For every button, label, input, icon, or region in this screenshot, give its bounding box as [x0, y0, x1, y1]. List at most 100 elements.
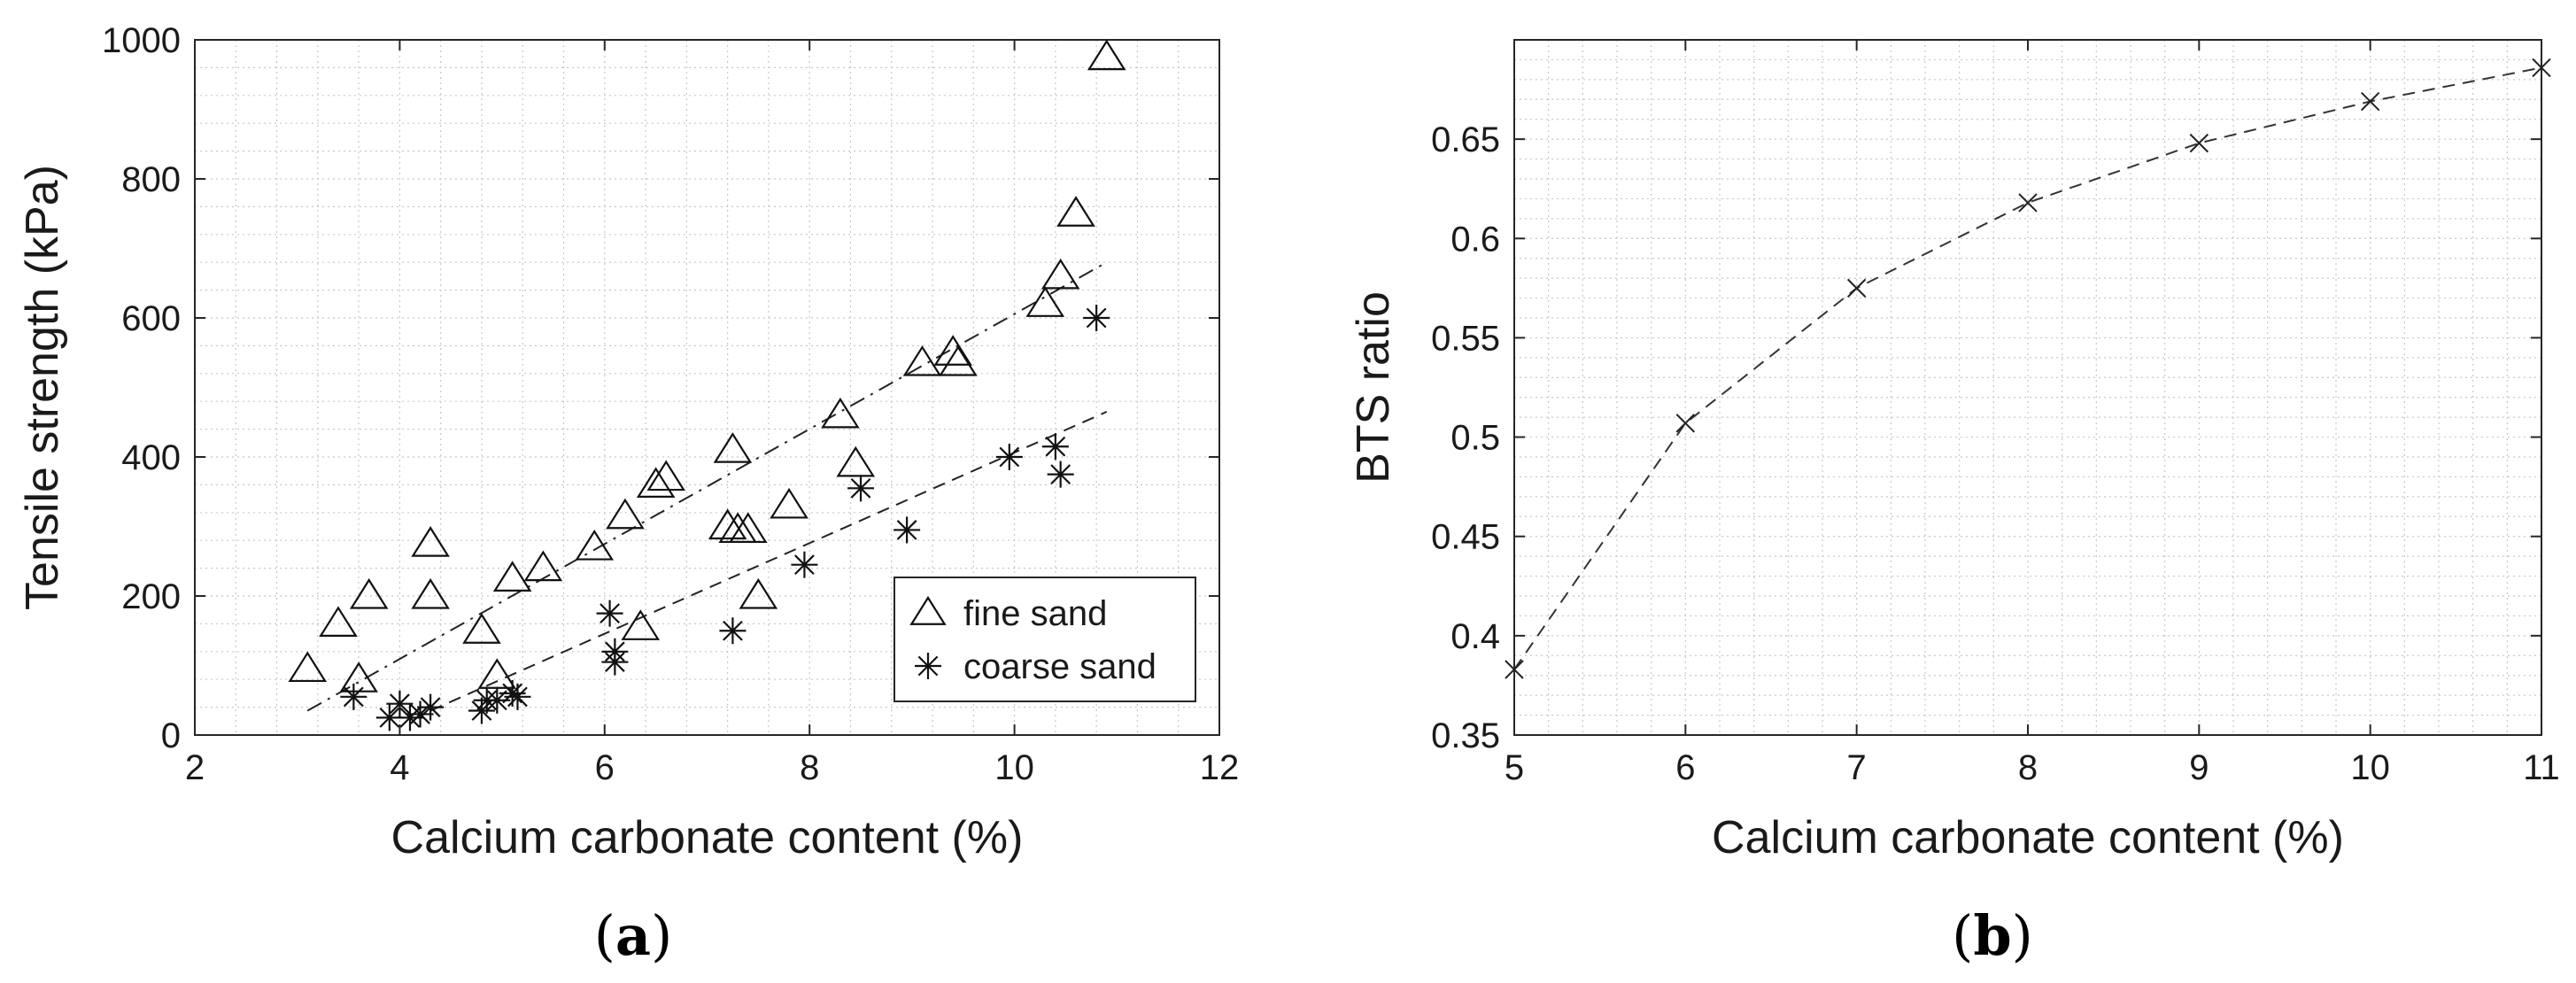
data-point — [1087, 39, 1126, 71]
data-point — [791, 551, 818, 578]
data-point — [417, 693, 445, 721]
data-point — [621, 609, 661, 640]
x-tick-label: 8 — [800, 748, 819, 787]
data-point — [411, 577, 450, 609]
data-point — [477, 658, 517, 689]
data-point — [646, 460, 686, 491]
series-coarse-sand — [340, 305, 1110, 731]
panel-label-b: (b) — [1952, 903, 2033, 968]
legend-marker-coarse-sand — [915, 653, 941, 679]
x-tick-label: 6 — [595, 748, 615, 787]
x-tick-label: 11 — [2523, 748, 2560, 787]
data-point — [411, 526, 450, 557]
data-point — [601, 648, 629, 676]
grid — [194, 39, 1220, 736]
data-point — [319, 606, 358, 638]
y-axis-label: BTS ratio — [1348, 291, 1399, 484]
trend-line-fine-sand — [306, 261, 1108, 712]
x-axis-label: Calcium carbonate content (%) — [391, 812, 1024, 863]
data-point — [836, 445, 876, 477]
plot-frame — [194, 39, 1220, 736]
data-point — [468, 697, 495, 724]
data-point — [739, 577, 778, 609]
legend: fine sand coarse sand — [893, 577, 1196, 702]
data-point — [939, 344, 978, 376]
x-tick-label: 2 — [185, 748, 205, 787]
data-point — [596, 600, 623, 627]
y-tick-label: 0.65 — [1431, 120, 1500, 159]
data-point — [1025, 286, 1065, 317]
data-point — [708, 508, 747, 540]
x-tick-label: 4 — [390, 748, 409, 787]
y-tick-label: 0.6 — [1450, 220, 1500, 259]
data-point — [719, 617, 746, 645]
chart-b-bts-ratio: 5 6 7 8 9 10 11 0.35 0.4 0.45 0.5 0.55 0.6 0.65 Calciu… — [1348, 39, 2560, 863]
y-axis-label: Tensile strength (kPa) — [17, 165, 68, 610]
data-point — [2360, 91, 2380, 112]
legend-label-fine-sand: fine sand — [963, 594, 1107, 633]
y-tick-label: 1000 — [102, 21, 181, 60]
data-point — [2018, 193, 2038, 213]
data-point — [728, 512, 768, 544]
data-point — [1041, 433, 1069, 461]
y-tick-label: 0.45 — [1431, 518, 1500, 557]
x-tick-label: 9 — [2189, 748, 2209, 787]
data-point — [386, 690, 414, 717]
data-point — [893, 516, 921, 544]
y-tick-label: 400 — [121, 438, 181, 477]
y-tick-label: 200 — [121, 577, 181, 616]
x-tick-label: 7 — [1847, 748, 1867, 787]
data-point — [1846, 278, 1867, 298]
x-tick-label: 10 — [994, 748, 1034, 787]
x-tick-label: 6 — [1675, 748, 1695, 787]
data-point — [847, 475, 875, 502]
data-point — [1056, 196, 1095, 227]
data-point — [575, 529, 615, 561]
x-tick-label: 8 — [2018, 748, 2038, 787]
data-point — [713, 432, 753, 463]
data-point — [1505, 660, 1524, 679]
y-tick-label: 0.5 — [1450, 419, 1500, 458]
series-markers — [1505, 58, 2551, 679]
y-tick-label: 0.4 — [1450, 617, 1500, 656]
x-tick-label: 12 — [1200, 748, 1240, 787]
y-tick-label: 0.55 — [1431, 319, 1500, 358]
data-point — [523, 550, 563, 582]
data-point — [821, 397, 860, 429]
x-axis-label: Calcium carbonate content (%) — [1712, 812, 2344, 863]
y-tick-label: 0.35 — [1431, 716, 1500, 755]
data-point — [288, 651, 328, 683]
data-point — [2189, 133, 2209, 153]
grid — [1513, 39, 2542, 736]
data-point — [1083, 305, 1110, 331]
data-point — [1047, 461, 1074, 488]
legend-label-coarse-sand: coarse sand — [963, 647, 1156, 686]
panel-label-a: (a) — [594, 903, 673, 968]
legend-box — [893, 577, 1196, 702]
chart-a-tensile-strength: 2 4 6 8 10 12 0 200 400 600 800 1000 Calcium carbona… — [17, 21, 1239, 863]
legend-marker-fine-sand — [909, 595, 947, 625]
data-point — [770, 487, 808, 519]
data-point — [462, 613, 501, 644]
data-point — [340, 683, 367, 710]
series-fine-sand — [288, 39, 1126, 693]
y-tick-label: 800 — [121, 160, 181, 199]
data-point — [1040, 258, 1080, 290]
data-point — [902, 344, 942, 376]
data-point — [375, 704, 403, 731]
x-tick-label: 5 — [1505, 748, 1524, 787]
data-point — [995, 444, 1023, 470]
data-point — [504, 683, 531, 710]
x-tick-label: 10 — [2350, 748, 2390, 787]
data-point — [2532, 58, 2551, 78]
y-tick-label: 0 — [161, 716, 181, 755]
data-point — [349, 577, 389, 609]
data-point — [933, 335, 972, 366]
data-point — [636, 467, 676, 499]
data-point — [606, 498, 645, 530]
y-tick-label: 600 — [121, 299, 181, 338]
data-point — [1675, 414, 1696, 433]
data-point — [492, 561, 532, 592]
trend-line-coarse-sand — [429, 411, 1108, 712]
